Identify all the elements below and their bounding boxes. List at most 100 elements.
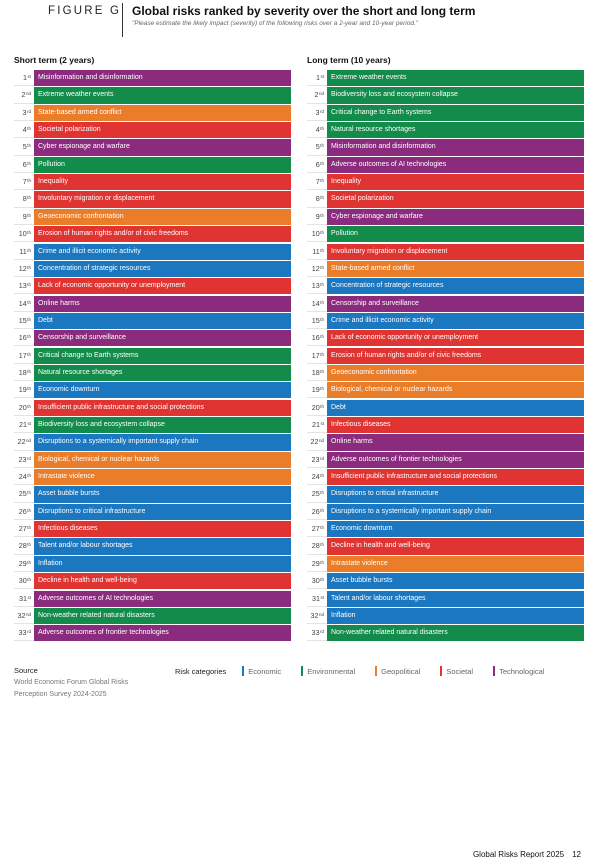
source-block: Source World Economic Forum Global Risks…: [14, 666, 584, 700]
rank-number: 18: [18, 367, 27, 377]
risk-label-bar: Geoeconomic confrontation: [34, 208, 291, 225]
rank-suffix: th: [320, 178, 324, 184]
risk-label-bar: Cyber espionage and warfare: [327, 208, 584, 225]
rank-suffix: th: [320, 264, 324, 270]
rank-label: 33rd: [14, 625, 34, 642]
rank-suffix: th: [320, 160, 324, 166]
rank-suffix: th: [320, 559, 324, 565]
risk-label-bar: Biological, chemical or nuclear hazards: [327, 382, 584, 399]
risk-label-bar: Misinformation and disinformation: [327, 139, 584, 156]
risk-category-legend: Risk categories Economic Environmental G…: [175, 666, 565, 676]
figure-subtitle: "Please estimate the likely impact (seve…: [132, 20, 419, 27]
figure-header: FIGURE G Global risks ranked by severity…: [0, 0, 597, 37]
risk-label-bar: Biodiversity loss and ecosystem collapse: [327, 87, 584, 104]
risk-label-bar: Lack of economic opportunity or unemploy…: [34, 278, 291, 295]
risk-label-bar: Disruptions to critical infrastructure: [327, 486, 584, 503]
rank-number: 2: [21, 90, 26, 100]
risk-row: 33rd Non-weather related natural disaster…: [307, 625, 584, 642]
rank-suffix: th: [27, 368, 31, 374]
figure-footer: Source World Economic Forum Global Risks…: [14, 666, 584, 700]
rank-number: 5: [315, 142, 320, 152]
rank-number: 13: [311, 281, 320, 291]
risk-label-bar: Disruptions to critical infrastructure: [34, 503, 291, 520]
rank-number: 11: [19, 246, 27, 256]
rank-number: 11: [312, 246, 320, 256]
risk-label-bar: Insufficient public infrastructure and s…: [327, 469, 584, 486]
rank-number: 3: [315, 107, 320, 117]
rank-number: 31: [311, 593, 320, 603]
rank-number: 26: [18, 506, 27, 516]
rank-suffix: th: [27, 542, 31, 548]
rank-label: 31st: [307, 590, 327, 607]
risk-row: 21st Biodiversity loss and ecosystem coll…: [14, 417, 291, 434]
rank-label: 5th: [14, 139, 34, 156]
rank-suffix: th: [320, 507, 324, 513]
rank-number: 1: [22, 73, 27, 82]
risk-label-bar: Erosion of human rights and/or of civic …: [327, 347, 584, 364]
geopolitical-swatch: [375, 666, 378, 676]
risk-row: 15th Debt: [14, 312, 291, 330]
risk-label-bar: Involuntary migration or displacement: [34, 191, 291, 208]
legend-label: Geopolitical: [381, 666, 421, 676]
rank-number: 9: [315, 211, 320, 221]
risk-row: 33rd Adverse outcomes of frontier technol…: [14, 625, 291, 642]
rank-number: 29: [311, 558, 320, 568]
rank-label: 10th: [307, 226, 327, 243]
rank-label: 5th: [307, 139, 327, 156]
rank-label: 12th: [14, 260, 34, 278]
risk-row: 13th Lack of economic opportunity or unem…: [14, 278, 291, 295]
rank-number: 20: [311, 402, 320, 412]
risk-row: 18th Natural resource shortages: [14, 364, 291, 382]
rank-suffix: st: [320, 74, 324, 79]
risk-row: 5th Misinformation and disinformation: [307, 139, 584, 156]
risk-row: 23rd Adverse outcomes of frontier technol…: [307, 451, 584, 469]
rank-suffix: nd: [25, 611, 31, 617]
rank-number: 23: [311, 454, 320, 464]
risk-row: 14th Censorship and surveillance: [307, 295, 584, 313]
risk-label-bar: Societal polarization: [34, 122, 291, 139]
rank-number: 31: [18, 593, 27, 603]
risk-label-bar: Extreme weather events: [327, 70, 584, 87]
rank-label: 31st: [14, 590, 34, 607]
rank-number: 27: [18, 524, 27, 534]
rank-suffix: th: [320, 195, 324, 201]
risk-row: 7th Inequality: [307, 174, 584, 191]
rank-suffix: th: [27, 507, 31, 513]
long-term-heading: Long term (10 years): [307, 55, 391, 65]
rank-label: 8th: [14, 191, 34, 208]
risk-row: 20th Insufficient public infrastructure a…: [14, 399, 291, 417]
risk-row: 8th Involuntary migration or displacement: [14, 191, 291, 208]
rank-suffix: th: [27, 473, 31, 479]
rank-label: 32nd: [307, 607, 327, 625]
rank-suffix: nd: [25, 91, 31, 97]
rank-suffix: th: [320, 282, 324, 288]
rank-label: 23rd: [14, 451, 34, 468]
rank-suffix: th: [320, 230, 324, 236]
rank-label: 33rd: [307, 625, 327, 642]
rank-number: 17: [18, 350, 27, 360]
risk-row: 21st Infectious diseases: [307, 417, 584, 434]
legend-item-geopolitical: Geopolitical: [375, 666, 420, 676]
risk-label-bar: Crime and illicit economic activity: [327, 312, 584, 330]
risk-label-bar: Non-weather related natural disasters: [327, 625, 584, 642]
rank-suffix: nd: [318, 438, 324, 444]
risk-label-bar: Critical change to Earth systems: [34, 347, 291, 364]
source-line: World Economic Forum Global Risks: [14, 679, 129, 686]
rank-label: 4th: [307, 122, 327, 139]
risk-label-bar: Disruptions to a systemically important …: [34, 434, 291, 451]
risk-row: 23rd Biological, chemical or nuclear haza…: [14, 451, 291, 469]
risk-row: 8th Societal polarization: [307, 191, 584, 208]
rank-label: 25th: [307, 486, 327, 503]
risk-label-bar: Adverse outcomes of frontier technologie…: [34, 625, 291, 642]
rank-label: 26th: [307, 503, 327, 520]
rank-label: 18th: [14, 364, 34, 382]
rank-label: 4th: [14, 122, 34, 139]
rank-number: 14: [18, 298, 27, 308]
risk-row: 24th Intrastate violence: [14, 469, 291, 486]
rank-number: 30: [311, 576, 320, 586]
rank-label: 21st: [307, 417, 327, 434]
short-term-heading: Short term (2 years): [14, 55, 95, 65]
technological-swatch: [493, 666, 496, 676]
rank-number: 30: [18, 576, 27, 586]
rank-suffix: rd: [26, 108, 31, 114]
